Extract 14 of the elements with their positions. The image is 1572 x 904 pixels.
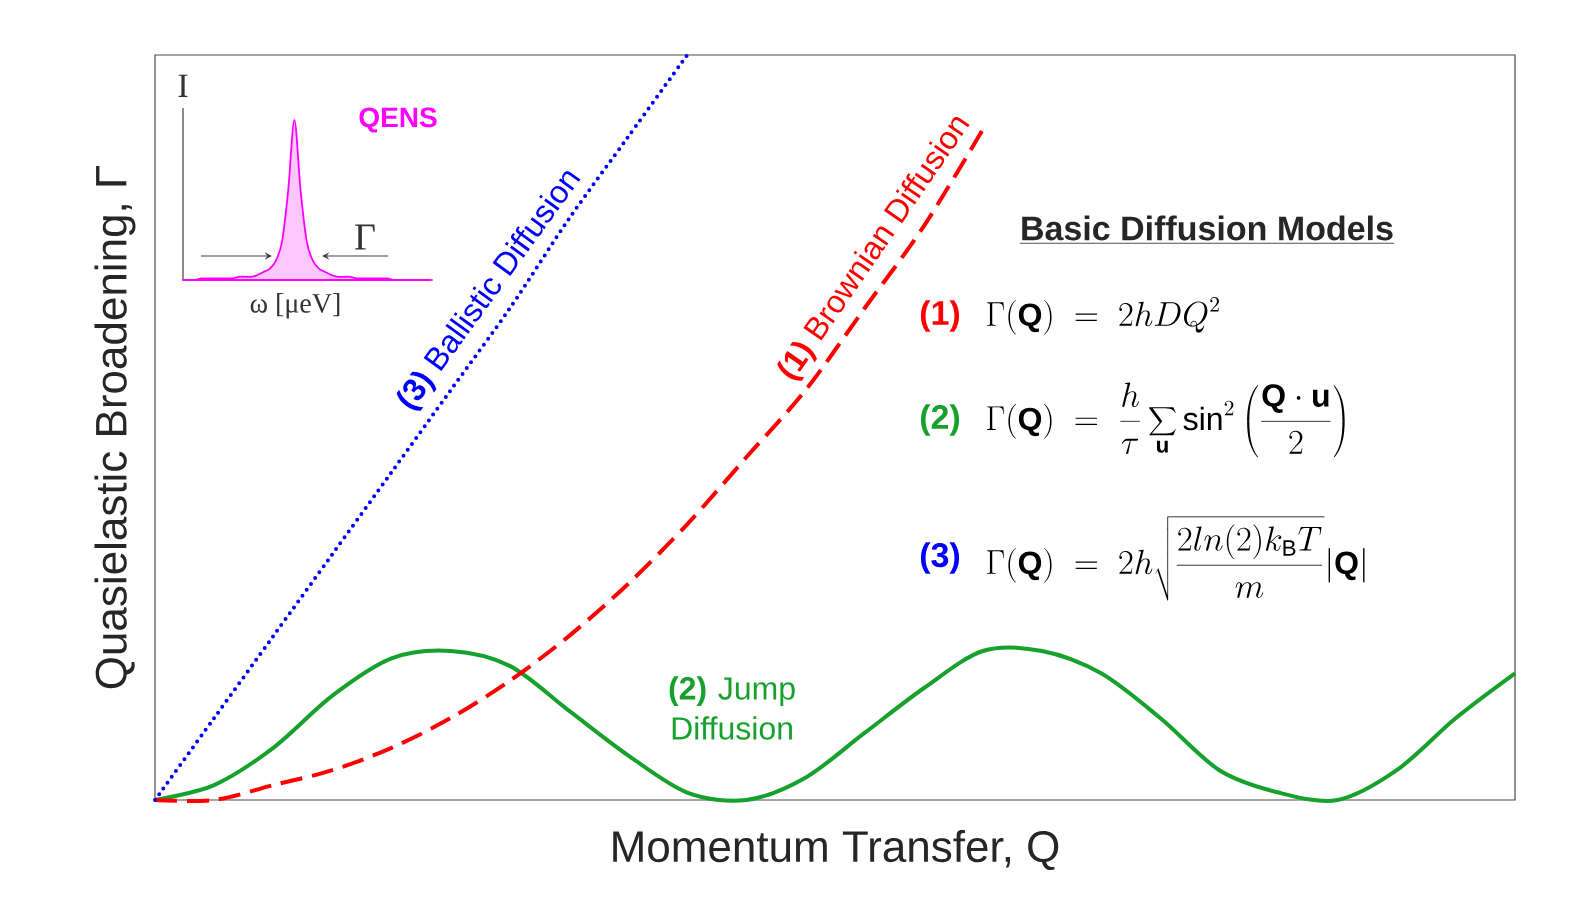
annotation: (3) (920, 542, 960, 574)
annotation: $\Gamma(\mathbf{Q}) \;=\; \frac{h}{\tau}\sum_{\mathbf{u}}\sin^2\left(\frac{\mathbf{Q}\cdot\mathbf{u}}{2}\right)$ (987, 382, 1345, 458)
y-axis-title: Quasielastic Broadening, Γ (94, 166, 136, 689)
text: QENS (359, 107, 437, 133)
x-axis-title: ω [μeV] (250, 293, 340, 319)
annotation: (1) (920, 300, 960, 332)
series-label: (2) Jump Diffusion (669, 676, 795, 740)
annotation: (2) (920, 404, 960, 436)
x-axis-title: Momentum Transfer, Q (613, 829, 1059, 871)
annotation: Basic Diffusion Models (1022, 215, 1393, 241)
annotation: Γ (355, 224, 375, 250)
annotation: $\Gamma(\mathbf{Q}) \;=\; 2h\sqrt{\frac{2ln(2)k_{\mathrm{B}}T}{m}}|\mathbf{Q}|$ (987, 516, 1365, 601)
y-axis-title: I (178, 74, 188, 97)
annotation: $\Gamma(\mathbf{Q}) \;=\; 2hDQ^2$ (987, 296, 1219, 335)
